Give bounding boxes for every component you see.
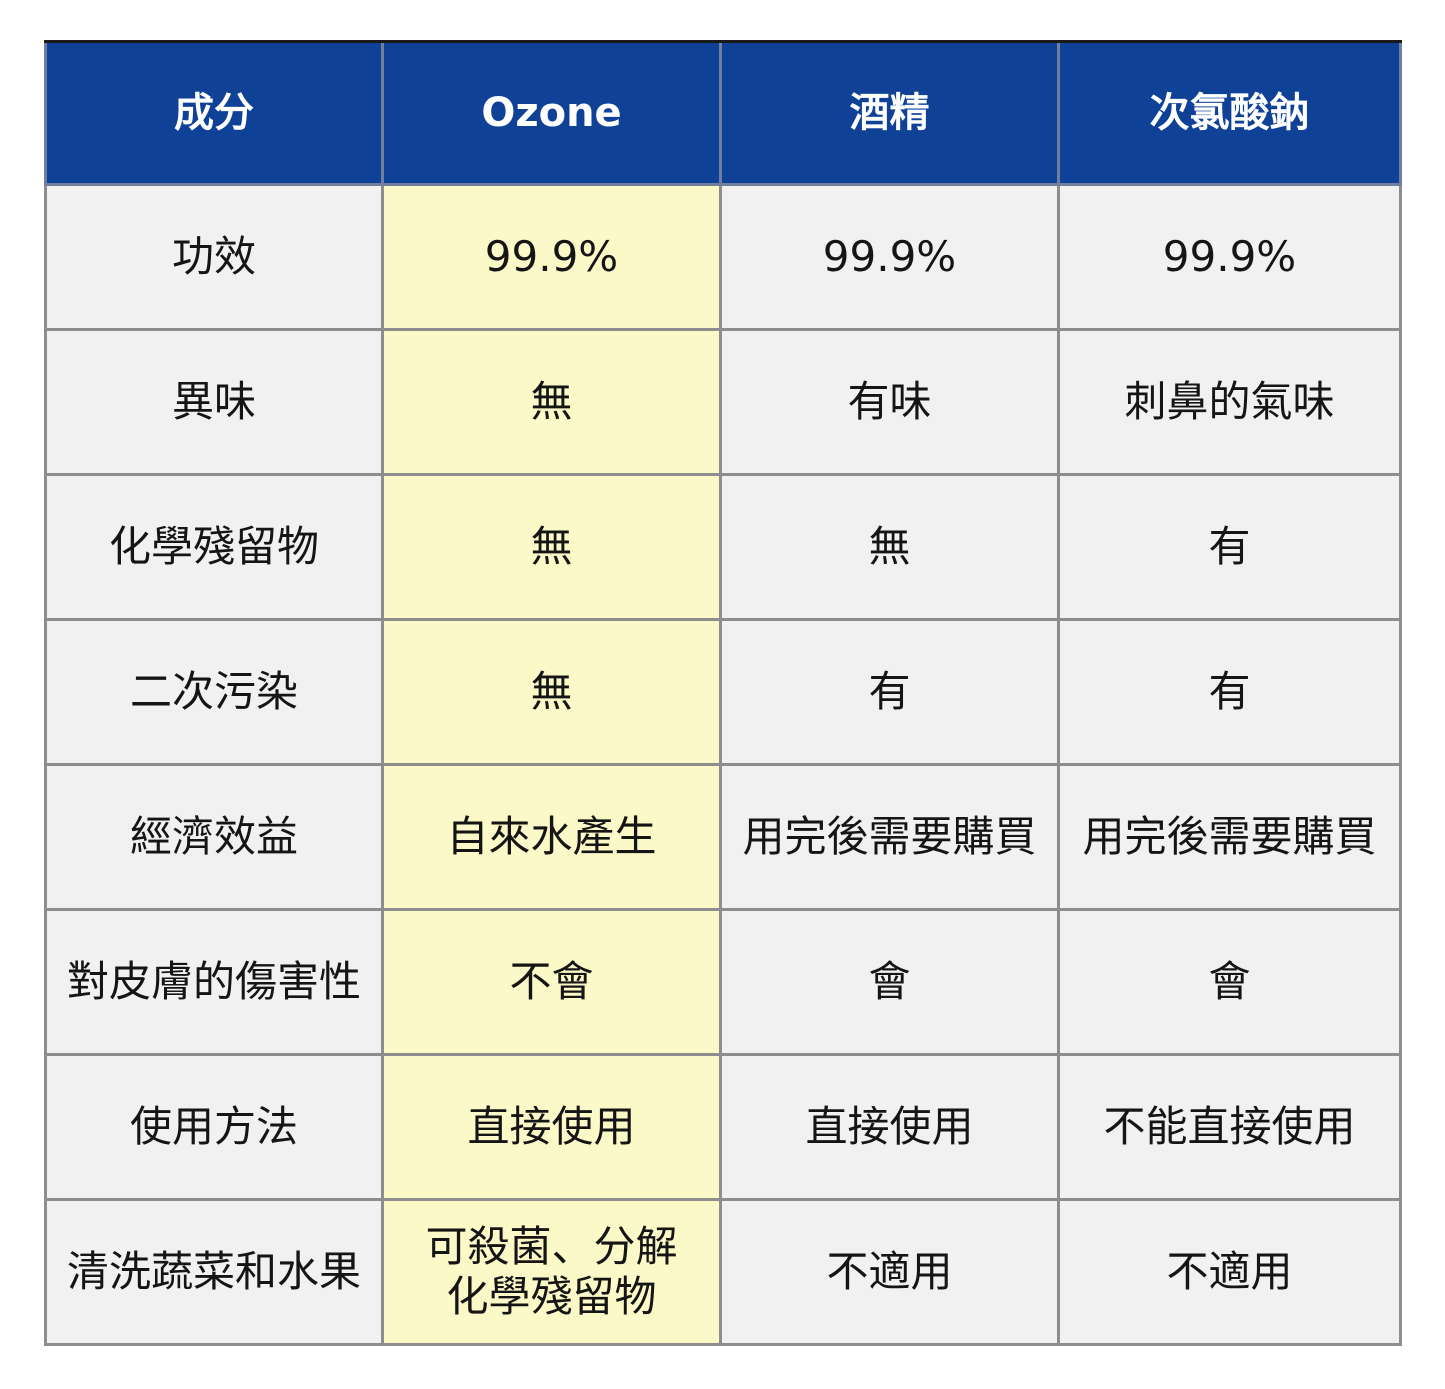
table-cell: 可殺菌、分解 化學殘留物 [384,1201,722,1346]
row-label-economic-benefit: 經濟效益 [44,766,384,911]
table-row: 對皮膚的傷害性 不會 會 會 [44,911,1402,1056]
table-cell: 無 [384,331,722,476]
table-cell: 無 [384,621,722,766]
row-label-chemical-residue: 化學殘留物 [44,476,384,621]
table-cell: 不能直接使用 [1060,1056,1402,1201]
table-cell: 無 [722,476,1060,621]
table-cell: 不適用 [722,1201,1060,1346]
table-cell: 不適用 [1060,1201,1402,1346]
row-label-usage: 使用方法 [44,1056,384,1201]
comparison-table: 成分 Ozone 酒精 次氯酸鈉 功效 99.9% 99.9% 99.9% 異味… [44,40,1402,1346]
table-cell: 有味 [722,331,1060,476]
table-cell: 自來水產生 [384,766,722,911]
table-cell: 刺鼻的氣味 [1060,331,1402,476]
row-label-skin-harm: 對皮膚的傷害性 [44,911,384,1056]
table-cell: 直接使用 [384,1056,722,1201]
table-row: 功效 99.9% 99.9% 99.9% [44,186,1402,331]
header-row: 成分 Ozone 酒精 次氯酸鈉 [44,43,1402,186]
table-cell: 不會 [384,911,722,1056]
table-cell: 99.9% [722,186,1060,331]
table-cell: 用完後需要購買 [722,766,1060,911]
row-label-wash-produce: 清洗蔬菜和水果 [44,1201,384,1346]
header-cell-alcohol: 酒精 [722,43,1060,186]
table-cell: 有 [1060,476,1402,621]
table-row: 二次污染 無 有 有 [44,621,1402,766]
header-cell-sodium-hypochlorite: 次氯酸鈉 [1060,43,1402,186]
table-row: 經濟效益 自來水產生 用完後需要購買 用完後需要購買 [44,766,1402,911]
table-cell: 99.9% [1060,186,1402,331]
table-cell: 無 [384,476,722,621]
header-cell-ingredient: 成分 [44,43,384,186]
table-row: 異味 無 有味 刺鼻的氣味 [44,331,1402,476]
table-cell: 會 [722,911,1060,1056]
table-cell: 99.9% [384,186,722,331]
table-row: 使用方法 直接使用 直接使用 不能直接使用 [44,1056,1402,1201]
table-cell: 有 [1060,621,1402,766]
row-label-efficacy: 功效 [44,186,384,331]
row-label-odor: 異味 [44,331,384,476]
header-cell-ozone: Ozone [384,43,722,186]
row-label-secondary-pollution: 二次污染 [44,621,384,766]
table-cell: 有 [722,621,1060,766]
table-cell: 用完後需要購買 [1060,766,1402,911]
table-cell: 會 [1060,911,1402,1056]
table-cell: 直接使用 [722,1056,1060,1201]
table-row: 化學殘留物 無 無 有 [44,476,1402,621]
table-row: 清洗蔬菜和水果 可殺菌、分解 化學殘留物 不適用 不適用 [44,1201,1402,1346]
